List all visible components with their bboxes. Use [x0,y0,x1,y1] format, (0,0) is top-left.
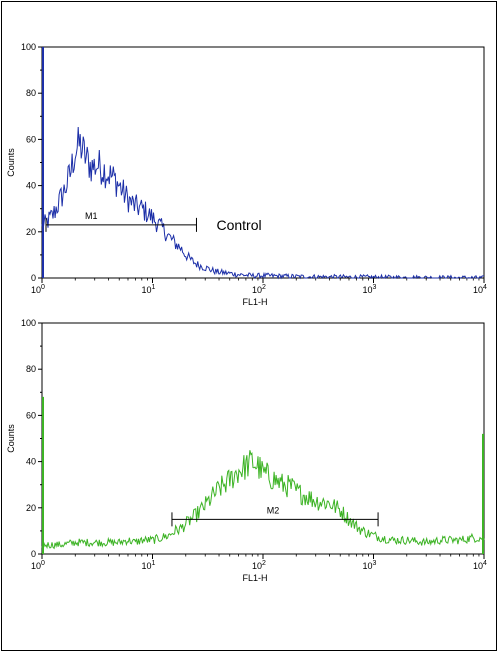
y-tick-label: 20 [26,227,36,237]
y-tick-label: 40 [26,457,36,467]
x-tick-label: 100 [31,284,45,295]
y-tick-label: 80 [26,364,36,374]
x-tick-label: 101 [142,560,156,571]
histogram-trace-1 [41,126,484,280]
y-tick-label: 100 [21,42,36,52]
x-axis-label: FL1-H [242,297,267,307]
y-axis-label: Counts [6,424,16,453]
y-tick-label: 80 [26,88,36,98]
histogram-trace-2 [41,450,485,550]
y-tick-label: 60 [26,134,36,144]
x-tick-label: 102 [252,560,266,571]
x-tick-label: 101 [142,284,156,295]
y-tick-label: 40 [26,181,36,191]
y-tick-label: 100 [21,318,36,328]
x-tick-label: 104 [473,560,487,571]
plot-area-1 [41,46,485,279]
y-tick-label: 0 [31,549,36,559]
x-tick-label: 103 [363,284,377,295]
y-tick-label: 20 [26,503,36,513]
sample-annotation: Control [216,217,261,233]
marker-label: M2 [267,505,280,515]
y-axis-label: Counts [6,148,16,177]
x-tick-label: 102 [252,284,266,295]
y-tick-label: 0 [31,273,36,283]
y-tick-label: 60 [26,410,36,420]
x-tick-label: 100 [31,560,45,571]
x-tick-label: 103 [363,560,377,571]
x-axis-label: FL1-H [242,573,267,583]
marker-label: M1 [85,211,98,221]
x-tick-label: 104 [473,284,487,295]
